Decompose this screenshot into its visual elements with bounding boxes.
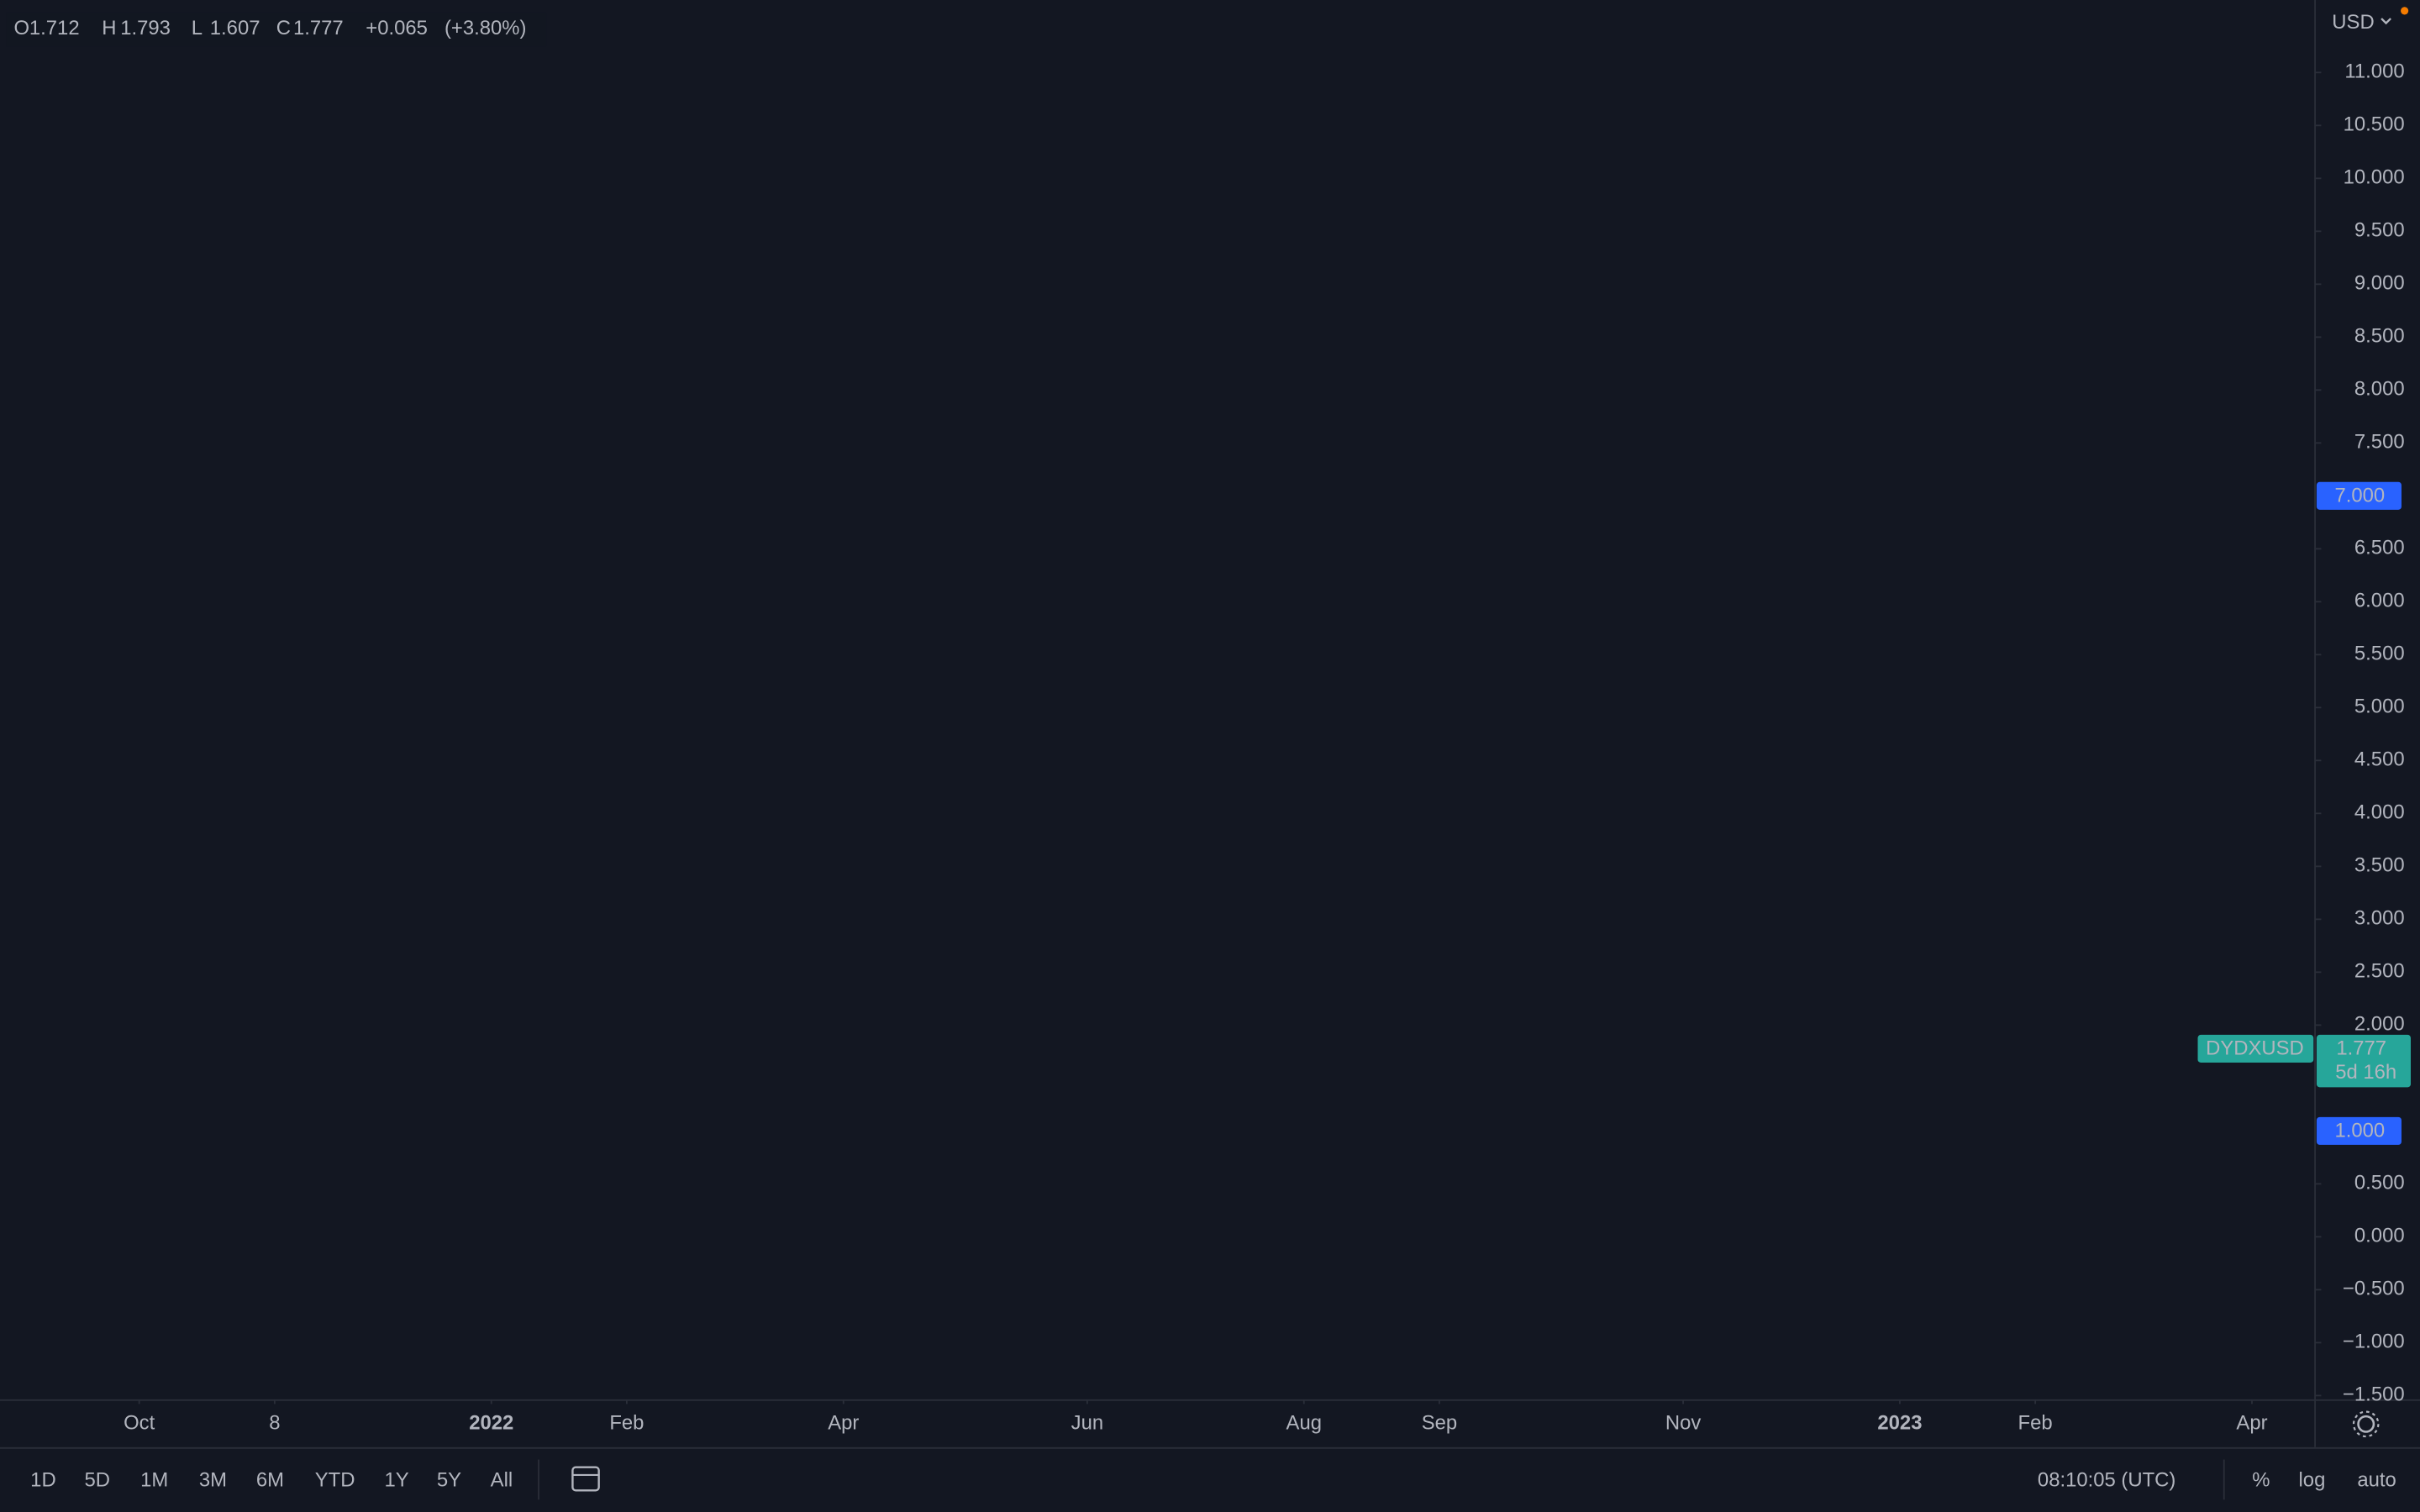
- x-tick-label: Sep: [1422, 1412, 1457, 1435]
- y-tick-label: 3.500: [2354, 854, 2405, 877]
- x-tick-label: Oct: [124, 1412, 155, 1435]
- axes: 11.000 10.500 10.000 9.500 9.000 8.500 8.000 7.…: [124, 60, 2411, 1435]
- range-button[interactable]: 1M: [140, 1469, 168, 1492]
- y-tick-label: 5.500: [2354, 643, 2405, 665]
- high-label: H: [102, 17, 116, 39]
- y-tick-label: −0.500: [2343, 1278, 2405, 1300]
- low-value: 1.607: [210, 17, 260, 39]
- y-tick-label: 2.000: [2354, 1013, 2405, 1036]
- header-backdrop: [6, 12, 547, 47]
- dropdown-chevron[interactable]: [2381, 18, 2391, 25]
- x-tick-label: Jun: [1071, 1412, 1103, 1435]
- range-button[interactable]: 5Y: [437, 1469, 461, 1492]
- x-tick-label: Feb: [2018, 1412, 2053, 1435]
- clock: 08:10:05 (UTC): [2038, 1469, 2175, 1492]
- price-tag-label: 1.000: [2335, 1120, 2386, 1142]
- y-tick-label: 4.000: [2354, 801, 2405, 824]
- date-range-button[interactable]: [571, 1466, 600, 1492]
- range-button[interactable]: 5D: [84, 1469, 110, 1492]
- x-tick-label: Feb: [609, 1412, 644, 1435]
- last-price-tag: [2316, 1034, 2411, 1088]
- range-button[interactable]: YTD: [315, 1469, 355, 1492]
- gear[interactable]: [2357, 1415, 2375, 1433]
- toolbar: 08:10:05 (UTC) % log auto 1D 5D 1M 3M 6M YTD 1…: [30, 1459, 2396, 1500]
- range-button[interactable]: 6M: [256, 1469, 284, 1492]
- y-tick-label: 9.000: [2354, 272, 2405, 295]
- y-tick-label: 2.500: [2354, 960, 2405, 983]
- y-tick-label: 10.000: [2344, 166, 2405, 189]
- range-button[interactable]: 1D: [30, 1469, 55, 1492]
- x-tick-label: Apr: [2236, 1412, 2267, 1435]
- legend-header: O 1.712 H 1.793 L 1.607 C 1.777 +0.065 (…: [6, 12, 547, 47]
- price-tag: [2316, 481, 2402, 510]
- close-value: 1.777: [293, 17, 344, 39]
- symbol-tag-label: DYDXUSD: [2206, 1037, 2304, 1060]
- auto-toggle[interactable]: auto: [2357, 1469, 2396, 1492]
- y-tick-label: 5.000: [2354, 696, 2405, 718]
- high-value: 1.793: [120, 17, 171, 39]
- gear-teeth[interactable]: [2352, 1410, 2380, 1438]
- range-button[interactable]: 1Y: [384, 1469, 408, 1492]
- status-dot: [2401, 7, 2409, 15]
- y-tick-label: 4.500: [2354, 748, 2405, 771]
- y-tick-label: −1.500: [2343, 1383, 2405, 1406]
- change-percent: (+3.80%): [445, 17, 526, 39]
- log-toggle[interactable]: log: [2299, 1469, 2326, 1492]
- range-button[interactable]: All: [491, 1469, 513, 1492]
- y-tick-label: 6.000: [2354, 590, 2405, 612]
- open-value: 1.712: [29, 17, 80, 39]
- open-label: O: [14, 17, 30, 39]
- y-tick-label: 0.000: [2354, 1225, 2405, 1247]
- x-tick-label: 2023: [1877, 1412, 1922, 1435]
- y-tick-label: 0.500: [2354, 1172, 2405, 1194]
- y-tick-label: 10.500: [2344, 113, 2405, 136]
- y-tick-label: 11.000: [2344, 60, 2404, 83]
- x-tick-label: 2022: [469, 1412, 513, 1435]
- y-tick-label: 8.500: [2354, 325, 2405, 348]
- countdown: 5d 16h: [2335, 1061, 2396, 1084]
- y-tick-label: 9.500: [2354, 219, 2405, 242]
- settings-icon[interactable]: [2352, 1410, 2380, 1438]
- currency[interactable]: USD: [2332, 11, 2374, 34]
- symbol-tag: [2197, 1034, 2314, 1063]
- y-tick-label: 7.500: [2354, 431, 2405, 454]
- last-price-label: 1.777: [2336, 1037, 2386, 1060]
- y-tick-label: −1.000: [2343, 1331, 2405, 1353]
- close-label: C: [276, 17, 291, 39]
- range-button[interactable]: 3M: [199, 1469, 227, 1492]
- price-tag-label: 7.000: [2335, 485, 2386, 507]
- x-tick-label: Aug: [1286, 1412, 1322, 1435]
- y-tick-label: 6.500: [2354, 537, 2405, 559]
- currency-selector[interactable]: USD: [2332, 11, 2391, 34]
- x-tick-label: 8: [269, 1412, 280, 1435]
- low-label: L: [192, 17, 203, 39]
- price-tag: [2316, 1116, 2402, 1145]
- x-tick-label: Nov: [1665, 1412, 1702, 1435]
- y-tick-label: 8.000: [2354, 378, 2405, 401]
- change: +0.065: [366, 17, 428, 39]
- x-tick-label: Apr: [828, 1412, 859, 1435]
- calendar-icon[interactable]: [571, 1466, 600, 1492]
- y-tick-label: 3.000: [2354, 907, 2405, 930]
- percent-toggle[interactable]: %: [2252, 1469, 2270, 1492]
